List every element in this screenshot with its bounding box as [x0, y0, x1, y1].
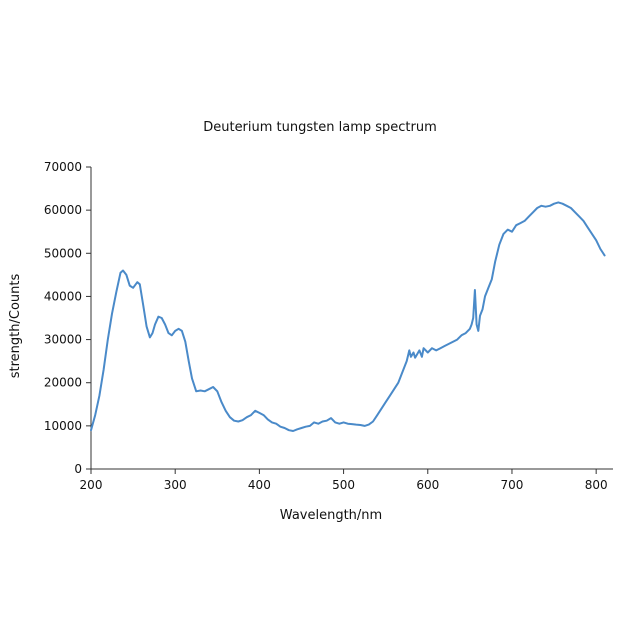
- y-tick-label: 50000: [44, 246, 82, 260]
- x-tick-label: 200: [80, 478, 103, 492]
- y-tick-label: 20000: [44, 376, 82, 390]
- axes: 0 10000 20000 30000 40000 50000 60000 70000 200 3…: [44, 160, 613, 492]
- x-tick-label: 600: [416, 478, 439, 492]
- x-tick-label: 500: [332, 478, 355, 492]
- x-axis-title: Wavelength/nm: [280, 508, 382, 523]
- x-tick-label: 400: [248, 478, 271, 492]
- y-tick-label: 0: [74, 462, 82, 476]
- y-axis-title: strength/Counts: [8, 274, 23, 379]
- y-tick-label: 10000: [44, 419, 82, 433]
- y-tick-label: 40000: [44, 289, 82, 303]
- x-tick-label: 800: [585, 478, 608, 492]
- x-tick-label: 700: [501, 478, 524, 492]
- series-line: [90, 201, 606, 432]
- chart-title: Deuterium tungsten lamp spectrum: [203, 120, 437, 135]
- y-tick-label: 70000: [44, 160, 82, 174]
- y-tick-label: 60000: [44, 203, 82, 217]
- x-tick-label: 300: [164, 478, 187, 492]
- y-tick-label: 30000: [44, 333, 82, 347]
